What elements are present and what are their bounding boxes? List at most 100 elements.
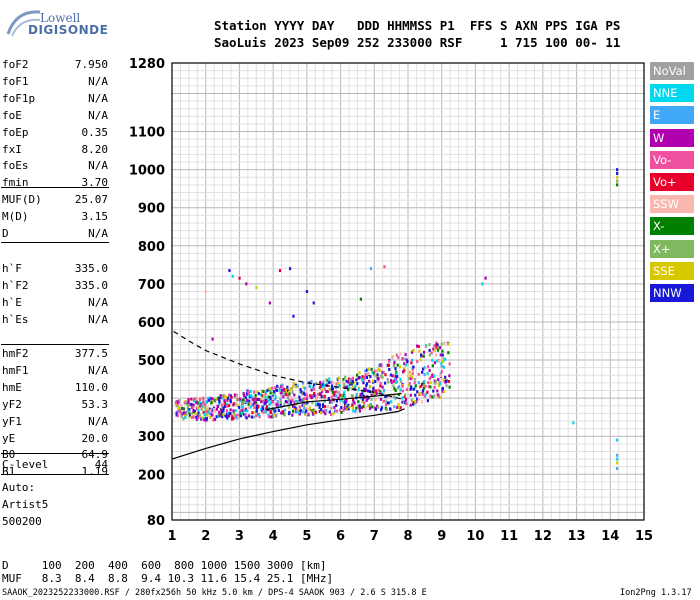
echo-point [355, 378, 358, 382]
echo-point [420, 353, 423, 357]
echo-point [209, 415, 212, 419]
echo-point [237, 397, 240, 401]
echo-point [406, 361, 409, 365]
echo-point [413, 381, 416, 385]
echo-point [436, 348, 440, 352]
chart-grid [171, 62, 645, 521]
echo-point [396, 375, 399, 379]
x-tick-label: 2 [201, 529, 210, 544]
footer-version: Ion2Png 1.3.17 [620, 588, 692, 598]
echo-point [616, 453, 619, 457]
echo-point [274, 409, 277, 413]
echo-point [220, 403, 223, 407]
echo-point [323, 387, 326, 391]
echo-point [437, 393, 440, 397]
echo-point [305, 392, 308, 396]
echo-point [274, 395, 277, 399]
echo-point [313, 409, 316, 413]
echo-point [426, 390, 429, 394]
echo-point [191, 416, 194, 420]
echo-point [410, 361, 413, 365]
param-value: 377.5 [74, 347, 108, 360]
echo-point [368, 407, 372, 411]
param-row-hmf2: hmF2 377.5 [2, 347, 108, 364]
echo-point [251, 403, 254, 407]
echo-point [362, 394, 365, 398]
echo-point [448, 374, 451, 378]
echo-point [355, 373, 359, 377]
echo-point [399, 377, 402, 381]
echo-point [437, 384, 441, 388]
echo-point [384, 394, 387, 398]
echo-point [424, 384, 427, 388]
echo-point [432, 389, 435, 393]
echo-point [431, 364, 434, 368]
echo-point [370, 397, 373, 401]
echo-point [374, 397, 377, 401]
echo-point [393, 395, 396, 399]
echo-point [388, 407, 392, 411]
legend-item-sse: SSE [650, 261, 694, 280]
echo-point [205, 410, 208, 414]
echo-point [433, 394, 436, 398]
echo-point [616, 438, 619, 442]
echo-point [227, 411, 230, 415]
echo-point [616, 461, 619, 465]
echo-point [401, 370, 405, 374]
echo-point [228, 414, 231, 418]
echo-point [269, 391, 272, 395]
param-row-md: M(D) 3.15 [2, 210, 108, 227]
echo-point [241, 405, 244, 409]
echo-point [444, 379, 448, 383]
echo-point [216, 405, 220, 409]
echo-point [312, 301, 315, 305]
param-value: 20.0 [81, 431, 109, 445]
param-value: 335.0 [74, 278, 108, 292]
echo-point [305, 397, 308, 401]
echo-point [310, 395, 313, 399]
trace-lines [171, 330, 405, 460]
echo-point [374, 407, 378, 411]
echo-point [253, 390, 256, 394]
echo-point [201, 402, 204, 406]
echo-point [426, 399, 429, 403]
echo-point [436, 345, 440, 349]
echo-point [228, 412, 231, 416]
param-value: N/A [88, 295, 108, 309]
echo-point [179, 403, 182, 407]
echo-point [268, 402, 271, 406]
echo-point [242, 394, 246, 398]
echo-point [382, 399, 385, 403]
echo-point [414, 400, 417, 404]
echo-point [254, 410, 257, 414]
echo-point [419, 358, 422, 362]
echo-point [377, 388, 380, 392]
echo-point [274, 386, 277, 390]
legend-item-x: X- [650, 217, 694, 236]
echo-point [212, 418, 215, 422]
echo-point [335, 409, 339, 413]
echo-point [616, 467, 619, 471]
echo-point [249, 401, 252, 405]
echo-point [362, 377, 366, 381]
echo-point [338, 383, 341, 387]
echo-point [193, 399, 196, 403]
echo-point [257, 392, 261, 396]
echo-point [227, 404, 231, 408]
echo-point [372, 379, 375, 383]
echo-point [312, 383, 316, 387]
echo-point [232, 409, 235, 413]
param-key: foEp [2, 125, 29, 139]
echo-point [419, 385, 422, 389]
echo-point [325, 409, 328, 413]
echo-point [424, 392, 427, 396]
param-key: fxI [2, 142, 22, 156]
echo-point [377, 405, 380, 409]
echo-point [351, 406, 355, 410]
echo-point [333, 393, 336, 397]
echo-point [291, 398, 294, 402]
param-key: hmE [2, 380, 22, 394]
echo-point [384, 399, 387, 403]
echo-point [319, 411, 323, 415]
param-key: foE [2, 108, 22, 122]
